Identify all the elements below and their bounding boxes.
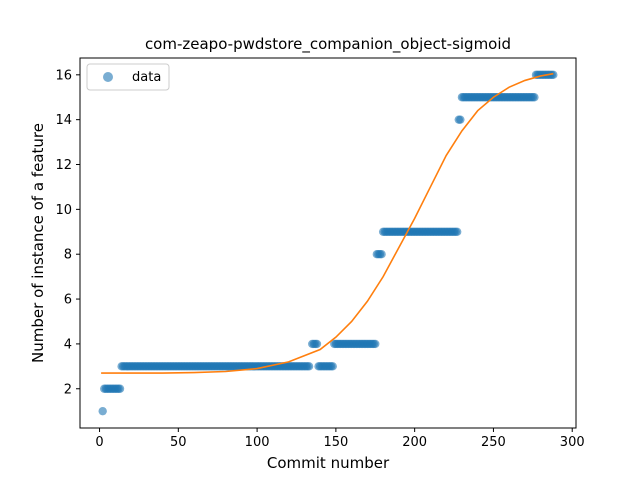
x-tick-label: 250 — [481, 435, 506, 450]
data-point — [304, 362, 314, 371]
data-point — [377, 250, 386, 259]
sigmoid-fit-line — [101, 72, 554, 374]
y-tick-label: 10 — [55, 203, 72, 218]
legend-label-data: data — [132, 70, 161, 85]
y-tick-label: 14 — [55, 113, 72, 128]
data-point — [115, 384, 125, 393]
data-point — [312, 339, 322, 349]
legend: data — [86, 63, 170, 91]
x-tick-label: 0 — [95, 435, 103, 450]
y-axis-label: Number of instance of a feature — [29, 123, 47, 363]
legend-marker-data — [103, 72, 113, 82]
y-tick-label: 12 — [55, 158, 72, 173]
plot-frame — [79, 57, 577, 429]
x-tick-label: 100 — [245, 435, 270, 450]
data-point — [530, 93, 539, 102]
y-axis: 2 4 6 8 10 12 14 16 — [55, 68, 80, 397]
y-tick-label: 6 — [64, 293, 72, 308]
y-tick-label: 8 — [64, 248, 72, 263]
chart-title: com-zeapo-pwdstore_companion_object-sigm… — [145, 35, 511, 54]
plot-area — [98, 70, 558, 416]
x-tick-label: 200 — [402, 435, 427, 450]
data-point — [453, 227, 462, 236]
data-point — [456, 115, 465, 124]
x-tick-label: 150 — [323, 435, 348, 450]
data-point — [371, 339, 380, 349]
y-tick-label: 16 — [55, 68, 72, 83]
y-tick-label: 2 — [64, 382, 72, 397]
legend-box — [86, 63, 170, 91]
data-point — [328, 362, 337, 371]
data-point — [549, 70, 558, 80]
x-axis-label: Commit number — [267, 454, 390, 472]
x-tick-label: 50 — [170, 435, 187, 450]
x-tick-label: 300 — [560, 435, 585, 450]
data-point — [98, 406, 107, 416]
y-tick-label: 4 — [64, 337, 72, 352]
x-axis: 0 50 100 150 200 250 300 — [95, 428, 585, 450]
